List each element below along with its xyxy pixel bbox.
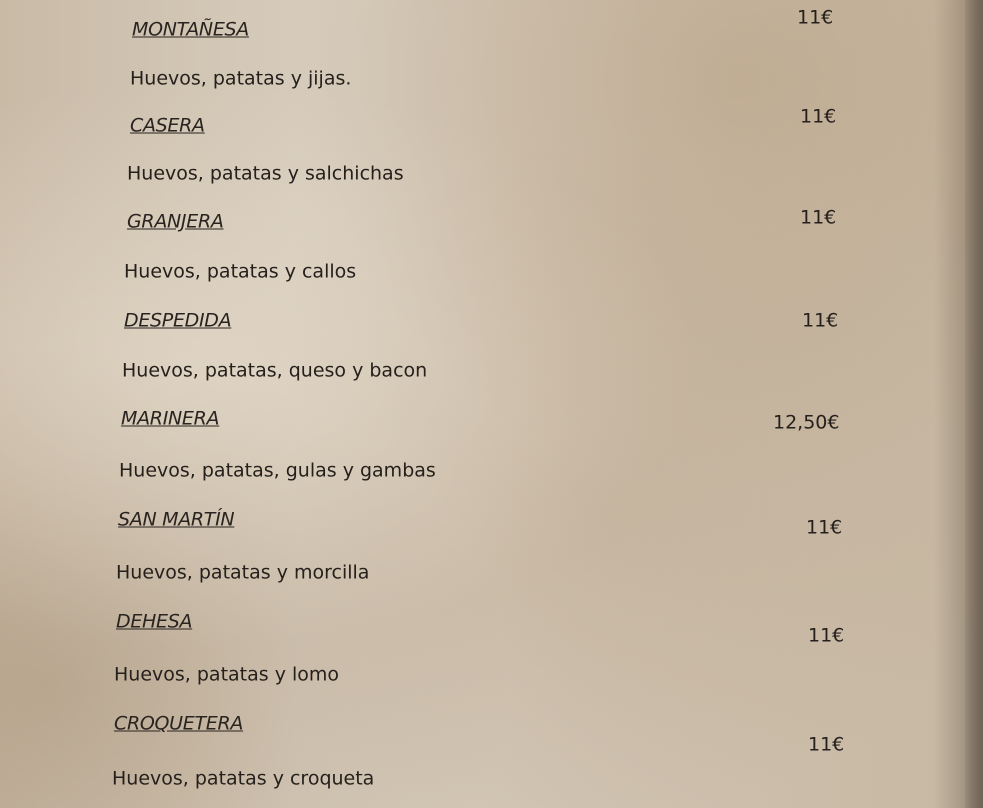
dish-price: 11€ [802,309,839,332]
dish-name: CROQUETERA [114,712,244,735]
dish-name: CASERA [130,114,205,137]
dish-price: 11€ [808,624,845,647]
dish-description: Huevos, patatas y jijas. [130,67,352,90]
dish-price: 11€ [808,733,845,756]
dish-name: GRANJERA [127,210,224,233]
dish-description: Huevos, patatas, queso y bacon [122,359,428,382]
dish-name: MARINERA [121,407,220,430]
dish-description: Huevos, patatas y croqueta [112,767,375,790]
dish-name: SAN MARTÍN [118,508,235,531]
dish-description: Huevos, patatas y lomo [114,663,340,686]
dish-description: Huevos, patatas y salchichas [127,162,404,185]
page-edge-shadow [965,0,983,808]
dish-description: Huevos, patatas y morcilla [116,561,370,584]
dish-name: DESPEDIDA [124,309,232,332]
dish-name: MONTAÑESA [132,18,249,41]
dish-price: 11€ [800,206,837,229]
dish-price: 12,50€ [773,411,840,434]
dish-name: DEHESA [116,610,193,633]
dish-price: 11€ [797,6,834,29]
dish-description: Huevos, patatas, gulas y gambas [119,459,436,482]
dish-description: Huevos, patatas y callos [124,260,357,283]
dish-price: 11€ [806,516,843,539]
dish-price: 11€ [800,105,837,128]
